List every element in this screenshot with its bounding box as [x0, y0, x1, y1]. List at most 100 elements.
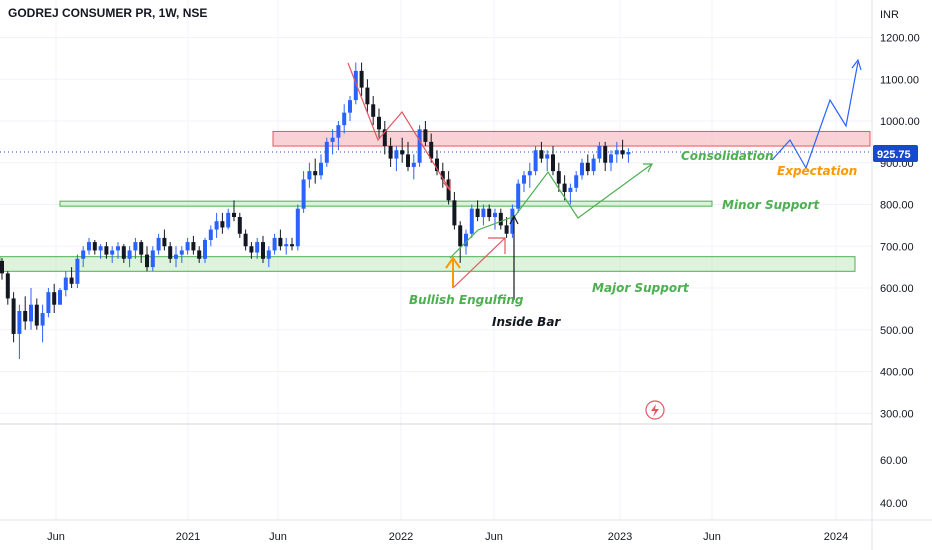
- projection-arrowhead: [851, 58, 862, 71]
- y-tick-label: 300.00: [880, 408, 914, 420]
- candle-body: [556, 171, 561, 184]
- candle-body: [58, 290, 62, 305]
- candle-body: [278, 237, 283, 247]
- candle-body: [133, 242, 138, 251]
- time-scale[interactable]: Jun 2021 Jun 2022 Jun 2023 Jun 2024: [47, 531, 848, 543]
- candle-body: [377, 116, 381, 130]
- consolidation-label: Consolidation: [681, 149, 774, 163]
- candle-body: [127, 250, 132, 259]
- x-tick-label: 2021: [176, 531, 200, 543]
- candle-body: [626, 151, 631, 155]
- y-tick-label: 1000.00: [880, 116, 920, 128]
- candle-body: [40, 313, 45, 326]
- orange-arrowhead: [445, 256, 461, 269]
- candle-body: [330, 137, 335, 142]
- candle-body: [620, 150, 625, 155]
- bullish-engulfing-label: Bullish Engulfing: [409, 293, 524, 307]
- candle-body: [469, 208, 474, 234]
- candle-body: [295, 208, 300, 247]
- candle-body: [145, 254, 149, 268]
- alert-icon[interactable]: [645, 400, 665, 420]
- candle-body: [539, 150, 544, 159]
- candle-body: [255, 242, 260, 253]
- candle-body: [481, 208, 486, 218]
- candle-body: [243, 233, 248, 247]
- candle-body: [307, 171, 312, 180]
- candle-body: [516, 183, 521, 209]
- currency-label: INR: [880, 9, 899, 21]
- y-tick-label: 400.00: [880, 367, 914, 379]
- candle-body: [46, 292, 51, 314]
- green-swing-path: [449, 163, 653, 259]
- green-arrowhead: [643, 163, 653, 173]
- candle-body: [92, 242, 97, 251]
- candle-body: [110, 250, 115, 255]
- candle-body: [87, 242, 91, 251]
- candle-body: [214, 221, 219, 230]
- candle-body: [423, 129, 428, 142]
- candle-body: [446, 179, 451, 201]
- candle-body: [388, 146, 393, 159]
- candle-body: [580, 162, 584, 176]
- y-tick-label: 40.00: [880, 498, 908, 510]
- candle-body: [417, 129, 422, 163]
- candle-body: [614, 150, 619, 155]
- inside-bar-label: Inside Bar: [492, 315, 561, 329]
- y-tick-label: 60.00: [880, 455, 908, 467]
- x-tick-label: 2023: [608, 531, 632, 543]
- candle-body: [139, 242, 144, 255]
- candle-body: [52, 292, 57, 305]
- candle-body: [191, 242, 196, 251]
- candle-body: [0, 260, 4, 274]
- candle-body: [545, 154, 550, 159]
- candle-body: [272, 237, 277, 251]
- candle-body: [69, 277, 74, 284]
- candle-body: [533, 150, 538, 172]
- candle-body: [353, 70, 358, 101]
- candle-body: [603, 146, 608, 163]
- candle-body: [290, 244, 294, 247]
- candle-body: [162, 237, 167, 247]
- candle-body: [348, 100, 352, 113]
- minor-support: [59, 200, 713, 207]
- candle-body: [5, 273, 10, 299]
- x-tick-label: Jun: [47, 531, 65, 543]
- candle-body: [301, 179, 306, 209]
- x-tick-label: Jun: [269, 531, 287, 543]
- red-box-arrow: [488, 237, 506, 254]
- candle-body: [487, 208, 492, 218]
- candle-body: [568, 187, 573, 192]
- candle-body: [63, 277, 68, 291]
- price-scale[interactable]: 1200.001100.001000.00900.00800.00700.006…: [880, 33, 920, 511]
- candle-body: [208, 229, 213, 240]
- candle-body: [382, 129, 387, 147]
- major-support-label: Major Support: [592, 281, 690, 295]
- trend-drawings: [347, 58, 862, 300]
- candle-body: [220, 221, 225, 228]
- candle-body: [440, 171, 445, 180]
- resistance-zone: [272, 130, 871, 147]
- candle-body: [429, 141, 434, 159]
- symbol-title[interactable]: GODREJ CONSUMER PR, 1W, NSE: [8, 6, 208, 20]
- candle-body: [34, 304, 39, 326]
- y-tick-label: 700.00: [880, 241, 914, 253]
- candle-body: [29, 304, 33, 322]
- candle-body: [104, 246, 109, 255]
- candle-body: [359, 70, 364, 88]
- candle-body: [319, 162, 323, 176]
- candle-body: [23, 310, 28, 322]
- candle-body: [597, 146, 602, 159]
- red-rising-line: [452, 237, 506, 289]
- candle-body: [551, 154, 555, 172]
- candle-body: [411, 162, 416, 167]
- projection-path: [771, 61, 859, 170]
- candle-body: [406, 154, 410, 167]
- candle-body: [284, 244, 289, 247]
- y-tick-label: 800.00: [880, 200, 914, 212]
- support-resistance-zones: [0, 130, 871, 272]
- candle-body: [585, 162, 590, 172]
- candle-body: [324, 141, 329, 163]
- candle-body: [510, 208, 515, 234]
- expectation-label: Expectation: [777, 164, 857, 178]
